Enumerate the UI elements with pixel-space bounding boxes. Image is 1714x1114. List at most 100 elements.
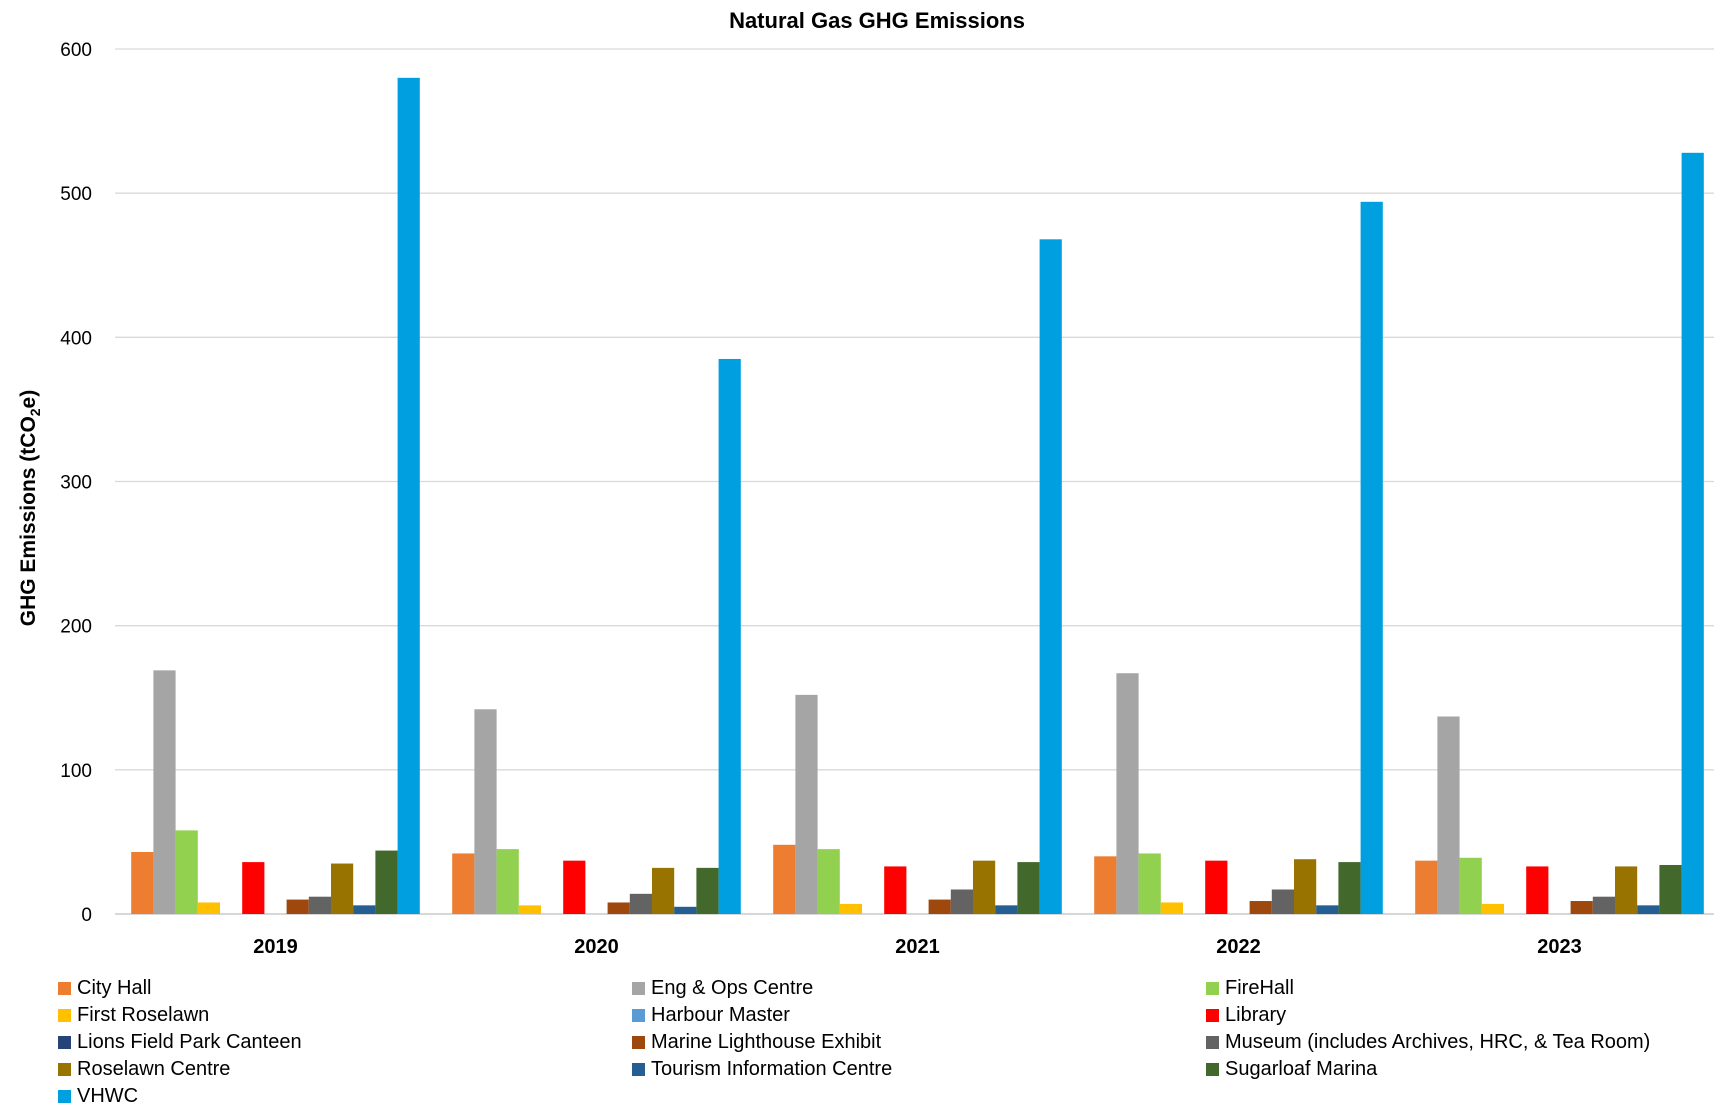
- legend-item: Library: [1206, 1004, 1698, 1026]
- bar: [1681, 152, 1704, 915]
- bar: [286, 899, 309, 914]
- bar: [1017, 862, 1040, 914]
- bar: [353, 905, 376, 914]
- y-tick-label: 600: [60, 40, 92, 61]
- bar: [131, 852, 154, 914]
- legend-item: Roselawn Centre: [58, 1058, 632, 1080]
- legend-item: First Roselawn: [58, 1004, 632, 1026]
- bar: [496, 849, 519, 914]
- bar: [1526, 866, 1549, 914]
- legend-swatch: [58, 1090, 71, 1103]
- bar: [1116, 673, 1139, 914]
- bar: [1249, 901, 1272, 914]
- bar: [652, 867, 675, 914]
- legend-label: Marine Lighthouse Exhibit: [651, 1031, 882, 1053]
- bar: [242, 862, 265, 914]
- bar: [175, 830, 198, 914]
- legend-label: Roselawn Centre: [77, 1058, 231, 1080]
- bar: [1094, 856, 1117, 914]
- legend-label: First Roselawn: [77, 1004, 210, 1026]
- legend-label: Library: [1225, 1004, 1287, 1026]
- y-axis-label-subscript: 2: [27, 408, 43, 416]
- bar: [518, 905, 541, 914]
- bar: [308, 896, 331, 914]
- bars: [131, 77, 1704, 915]
- chart-canvas: 0 100 200 300 400 500 600 2019 2020 2021 2022 2023…: [17, 8, 1714, 958]
- bar: [397, 77, 420, 915]
- bar: [153, 670, 176, 914]
- legend-label: Harbour Master: [651, 1004, 790, 1026]
- bar: [1415, 860, 1438, 914]
- legend-swatch: [632, 1009, 645, 1022]
- bar: [1160, 902, 1183, 914]
- legend-item: Tourism Information Centre: [632, 1058, 1206, 1080]
- bar: [973, 860, 996, 914]
- legend: City Hall Eng & Ops Centre FireHall First R…: [58, 977, 1698, 1107]
- bar: [839, 903, 862, 914]
- x-tick-label: 2019: [253, 936, 298, 958]
- legend-swatch: [1206, 1009, 1219, 1022]
- legend-label: VHWC: [77, 1085, 139, 1107]
- legend-item: City Hall: [58, 977, 632, 999]
- x-tick-label: 2020: [574, 936, 619, 958]
- y-tick-label: 200: [60, 617, 92, 638]
- bar: [718, 358, 741, 914]
- legend-label: FireHall: [1225, 977, 1294, 999]
- bar: [1637, 905, 1660, 914]
- y-tick-label: 400: [60, 328, 92, 349]
- bar: [995, 905, 1018, 914]
- bar: [1338, 862, 1361, 914]
- legend-swatch: [632, 1063, 645, 1076]
- x-tick-label: 2021: [895, 936, 940, 958]
- bar: [1205, 860, 1228, 914]
- bar: [474, 709, 497, 914]
- legend-swatch: [58, 1063, 71, 1076]
- bar: [1592, 896, 1615, 914]
- legend-item: Harbour Master: [632, 1004, 1206, 1026]
- bar: [795, 694, 818, 914]
- legend-swatch: [632, 1036, 645, 1049]
- y-tick-label: 500: [60, 184, 92, 205]
- legend-label: Tourism Information Centre: [651, 1058, 893, 1080]
- bar: [331, 863, 354, 914]
- bar: [674, 906, 697, 914]
- y-tick-label: 0: [81, 905, 92, 926]
- bar: [1271, 889, 1294, 914]
- legend-item: FireHall: [1206, 977, 1698, 999]
- legend-swatch: [58, 1009, 71, 1022]
- bar: [1294, 859, 1317, 914]
- bar: [696, 867, 719, 914]
- bar: [950, 889, 973, 914]
- legend-item: VHWC: [58, 1085, 632, 1107]
- legend-item: Marine Lighthouse Exhibit: [632, 1031, 1206, 1053]
- bar: [1316, 905, 1339, 914]
- legend-label: City Hall: [77, 977, 152, 999]
- bar: [928, 899, 951, 914]
- chart-title: Natural Gas GHG Emissions: [729, 8, 1025, 33]
- bar: [1039, 239, 1062, 915]
- legend-swatch: [1206, 1063, 1219, 1076]
- legend-swatch: [632, 982, 645, 995]
- bar: [563, 860, 586, 914]
- x-tick-label: 2022: [1216, 936, 1261, 958]
- bar: [1615, 866, 1638, 914]
- legend-label: Lions Field Park Canteen: [77, 1031, 302, 1053]
- legend-swatch: [1206, 982, 1219, 995]
- legend-label: Sugarloaf Marina: [1225, 1058, 1378, 1080]
- y-tick-label: 300: [60, 473, 92, 494]
- y-axis-ticks: 0 100 200 300 400 500 600: [60, 40, 92, 926]
- legend-item: Sugarloaf Marina: [1206, 1058, 1698, 1080]
- bar: [884, 866, 907, 914]
- legend-item: Museum (includes Archives, HRC, & Tea Ro…: [1206, 1031, 1698, 1053]
- y-axis-label-main: GHG Emissions (tCO: [17, 416, 40, 626]
- bar: [1437, 716, 1460, 914]
- y-axis-label-suffix: e): [17, 390, 40, 409]
- bar: [197, 902, 220, 914]
- bar: [1570, 901, 1593, 914]
- bar: [773, 844, 796, 914]
- bar: [1459, 857, 1482, 914]
- bar: [1138, 853, 1161, 914]
- bar: [629, 893, 652, 914]
- legend-item: Eng & Ops Centre: [632, 977, 1206, 999]
- bar: [1360, 201, 1383, 915]
